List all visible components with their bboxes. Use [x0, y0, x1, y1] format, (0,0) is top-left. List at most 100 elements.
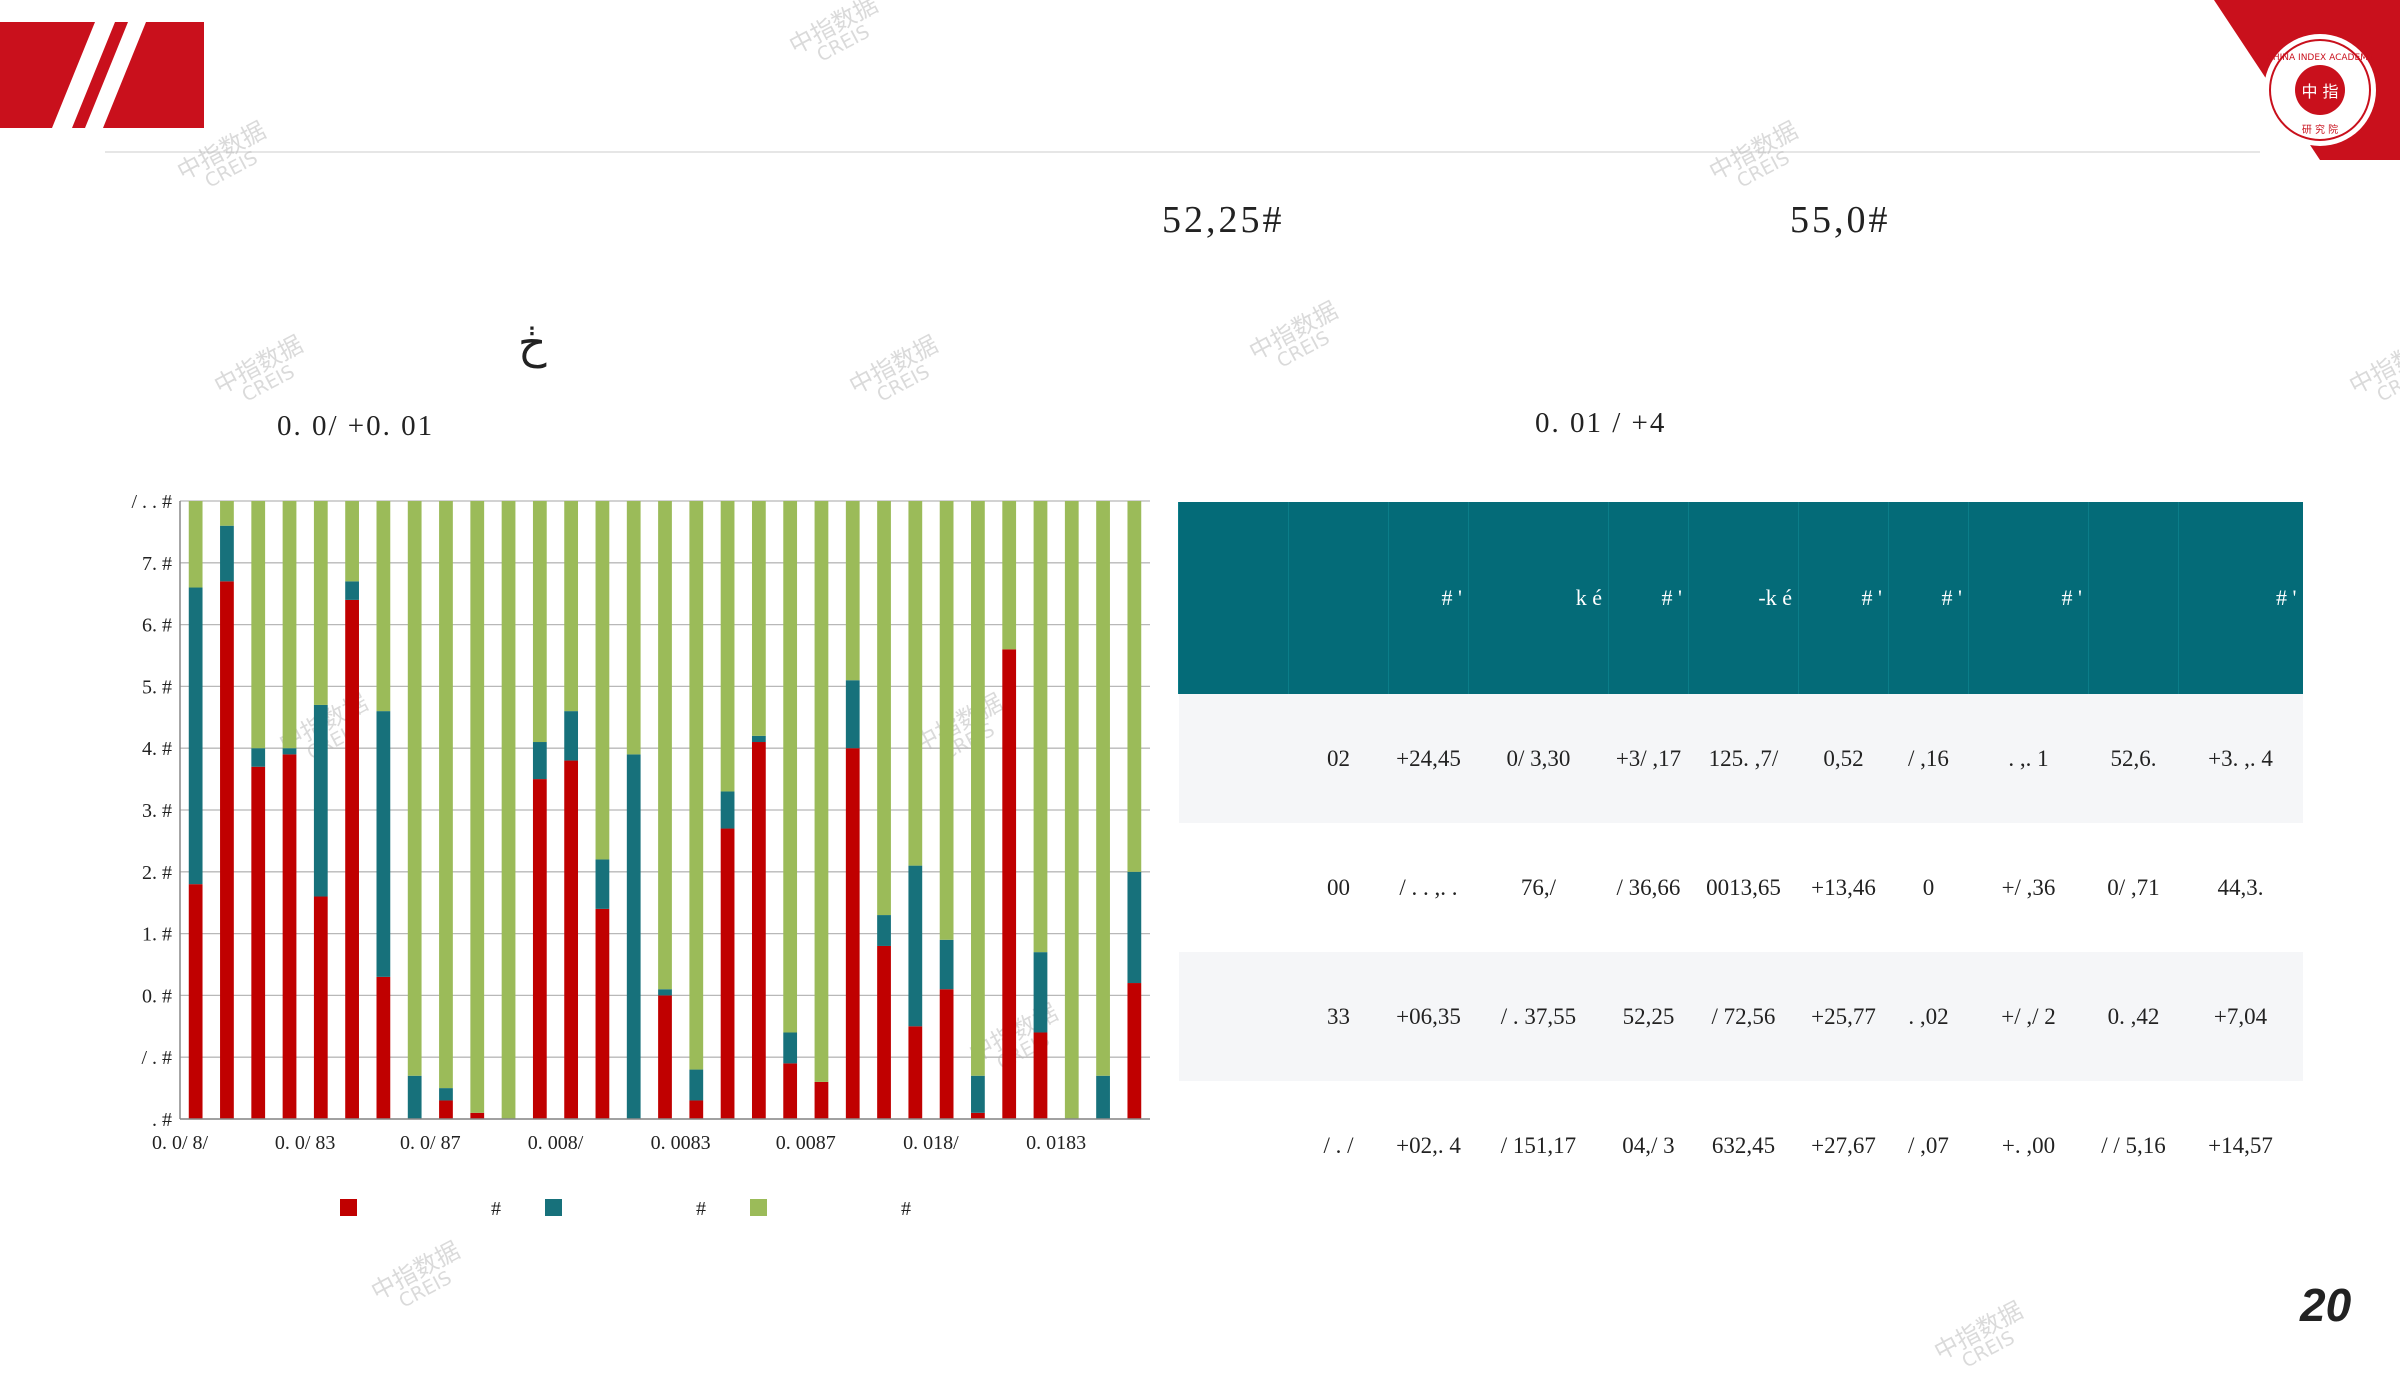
- bar-segment: [1096, 1075, 1110, 1119]
- bar-segment: [564, 711, 579, 761]
- bar-segment: [971, 1112, 985, 1119]
- table-cell: / 151,17: [1468, 1081, 1609, 1210]
- bar-segment: [626, 501, 641, 755]
- bar-segment: [877, 501, 891, 916]
- stat-right: 55,0#: [1790, 199, 1891, 241]
- table-cell: [1178, 952, 1289, 1081]
- table-cell: 0/ ,71: [2088, 823, 2179, 952]
- bar-segment: [626, 754, 641, 1119]
- bar-segment: [376, 711, 391, 977]
- bar-segment: [282, 748, 297, 755]
- bar-segment: [439, 1100, 453, 1119]
- table-cell: +/ ,36: [1968, 823, 2089, 952]
- table-row: 33 +06,35/ . 37,55 52,25/ 72,56 +25,77. ,02…: [1178, 952, 2303, 1081]
- bar-segment: [877, 945, 891, 1119]
- bar-segment: [532, 742, 547, 780]
- stacked-bar-chart: . # / . # 0. # 1. # 2. # 3. # 4. # 5. # 6. # 7. #…: [131, 491, 1150, 1220]
- bar-segment: [595, 501, 610, 860]
- bar-segment: [282, 501, 297, 749]
- table-cell: 33: [1288, 952, 1389, 1081]
- table-header-cell: # ': [1608, 502, 1689, 694]
- y-tick-label: / . #: [141, 1047, 172, 1069]
- page-number: 20: [2300, 1279, 2352, 1331]
- bar-segment: [407, 501, 422, 1076]
- data-table: # ' k é # ' -k é # ' # ' # ' # ' 02 +24,45 0/ 3,3…: [1178, 502, 2303, 1210]
- table-cell: 0. ,42: [2088, 952, 2179, 1081]
- legend-label: #: [901, 1198, 911, 1220]
- bar-segment: [595, 859, 610, 909]
- chart-legend: # # #: [340, 1198, 911, 1220]
- bar-segment: [188, 884, 203, 1119]
- bar-segment: [845, 748, 860, 1119]
- bar-segment: [751, 735, 766, 743]
- y-tick-label: 7. #: [142, 553, 172, 575]
- header-divider: [105, 151, 2260, 153]
- table-header-cell: # ': [2178, 502, 2303, 694]
- bar-segment: [689, 501, 704, 1070]
- bar-segment: [251, 748, 266, 767]
- table-cell: +06,35: [1388, 952, 1469, 1081]
- bar-segment: [532, 779, 547, 1119]
- bar-segment: [814, 1081, 829, 1119]
- bar-segment: [313, 704, 328, 897]
- bar-segment: [658, 501, 672, 990]
- bar-segment: [658, 989, 672, 996]
- table-row: 02 +24,45 0/ 3,30 +3/ ,17 125. ,7/0,52/ ,16.…: [1178, 694, 2303, 823]
- bar-segment: [407, 1075, 422, 1119]
- bar-segment: [971, 501, 985, 1076]
- bar-segment: [470, 1112, 485, 1119]
- bar-segment: [564, 760, 579, 1119]
- table-cell: 125. ,7/: [1688, 694, 1799, 823]
- bar-segment: [1033, 501, 1048, 953]
- bar-segment: [939, 939, 954, 990]
- badge-ring-text: CHINA INDEX ACADEMY: [2267, 53, 2374, 63]
- x-tick-label: 0. 0087: [776, 1132, 836, 1154]
- table-cell: [1178, 694, 1289, 823]
- table-cell: +02,. 4: [1388, 1081, 1469, 1210]
- bar-segment: [251, 501, 266, 749]
- table-header-cell: # ': [1968, 502, 2089, 694]
- bar-segment: [313, 896, 328, 1119]
- x-tick-label: 0. 018/: [903, 1132, 959, 1154]
- table-cell: / 36,66: [1608, 823, 1689, 952]
- bar-segment: [720, 828, 735, 1119]
- table-cell: 632,45: [1688, 1081, 1799, 1210]
- bar-segment: [439, 501, 453, 1089]
- table-header-cell: [1178, 502, 1289, 694]
- bar-segment: [1127, 501, 1142, 872]
- bar-segment: [439, 1088, 453, 1101]
- bar-segment: [845, 680, 860, 749]
- bar-segment: [251, 766, 266, 1119]
- x-tick-label: 0. 0/ 87: [400, 1132, 461, 1154]
- bar-segment: [376, 976, 391, 1119]
- table-header-cell: -k é: [1688, 502, 1799, 694]
- bar-segment: [658, 995, 672, 1119]
- bar-segment: [282, 754, 297, 1119]
- table-cell: 52,25: [1608, 952, 1689, 1081]
- table-cell: +/ ,/ 2: [1968, 952, 2089, 1081]
- table-cell: +24,45: [1388, 694, 1469, 823]
- bar-segment: [470, 501, 485, 1113]
- table-cell: 0: [1888, 823, 1969, 952]
- y-tick-label: 1. #: [142, 924, 172, 946]
- bar-segment: [1096, 501, 1110, 1076]
- bar-segment: [689, 1100, 704, 1119]
- bar-segment: [1127, 983, 1142, 1119]
- table-cell: [1178, 823, 1289, 952]
- bar-segment: [345, 581, 359, 600]
- table-cell: . ,02: [1888, 952, 1969, 1081]
- y-tick-label: 6. #: [142, 615, 172, 637]
- bar-segment: [720, 791, 735, 829]
- table-cell: [1178, 1081, 1289, 1210]
- bar-segment: [783, 1063, 798, 1119]
- y-tick-label: 0. #: [142, 985, 172, 1007]
- y-tick-label: / . . #: [131, 491, 172, 513]
- bar-segment: [595, 908, 610, 1119]
- bar-segment: [908, 1026, 923, 1119]
- corner-logo: [0, 22, 204, 128]
- chart-bars: [188, 501, 1142, 1119]
- bar-segment: [783, 1032, 798, 1064]
